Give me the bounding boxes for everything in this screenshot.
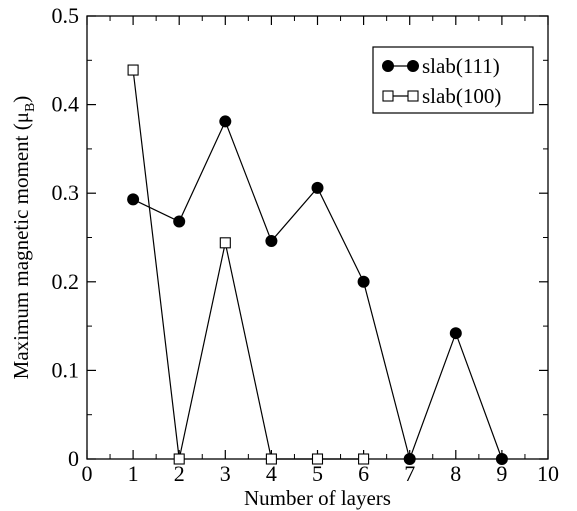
x-tick-label: 1 <box>128 461 139 486</box>
legend-marker <box>382 90 394 102</box>
data-point-slab-100 <box>265 453 277 465</box>
x-tick-label: 8 <box>450 461 461 486</box>
data-point-slab-111 <box>449 327 462 340</box>
y-tick-label: 0.5 <box>52 3 80 28</box>
x-tick-label: 10 <box>537 461 559 486</box>
y-tick-label: 0 <box>68 446 79 471</box>
y-axis-title-text: Maximum magnetic moment (μ <box>9 112 33 379</box>
y-axis-unit-subscript: B <box>23 103 38 112</box>
series-slab-111 <box>127 115 508 465</box>
data-point-slab-111 <box>173 215 186 228</box>
x-axis-title: Number of layers <box>244 486 391 510</box>
data-point-slab-111 <box>495 453 508 465</box>
legend-label: slab(100) <box>422 84 501 108</box>
legend: slab(111) slab(100) <box>372 46 534 114</box>
legend-marker <box>382 60 394 72</box>
series-line-slab-100 <box>132 69 364 460</box>
data-point-slab-111 <box>219 115 232 128</box>
x-tick-label: 7 <box>404 461 415 486</box>
x-tick-label: 6 <box>358 461 369 486</box>
x-tick-label: 5 <box>312 461 323 486</box>
data-point-slab-100 <box>127 64 139 76</box>
y-tick-label: 0.3 <box>52 180 80 205</box>
y-axis-unit-close: ) <box>9 96 33 103</box>
data-point-slab-111 <box>403 453 416 465</box>
data-point-slab-111 <box>357 275 370 288</box>
data-point-slab-100 <box>311 453 324 465</box>
y-tick-label: 0.1 <box>52 357 80 382</box>
x-tick-label: 4 <box>266 461 277 486</box>
data-point-slab-111 <box>311 181 324 194</box>
y-tick-label: 0.4 <box>52 92 80 117</box>
y-axis-title: Maximum magnetic moment (μB) <box>9 96 38 380</box>
data-point-slab-100 <box>358 453 370 465</box>
data-point-slab-100 <box>219 237 231 249</box>
x-tick-label: 3 <box>220 461 231 486</box>
legend-marker <box>407 60 419 72</box>
legend-marker <box>407 90 419 102</box>
legend-box <box>372 46 534 114</box>
data-point-slab-111 <box>265 235 278 248</box>
y-tick-label: 0.2 <box>52 269 80 294</box>
x-tick-label: 9 <box>496 461 507 486</box>
x-tick-label: 0 <box>82 461 93 486</box>
data-point-slab-100 <box>173 453 185 465</box>
series-line-slab-111 <box>132 119 503 462</box>
data-point-slab-111 <box>127 193 140 206</box>
x-tick-label: 2 <box>174 461 185 486</box>
legend-label: slab(111) <box>422 54 500 78</box>
series-slab-100 <box>127 64 370 465</box>
